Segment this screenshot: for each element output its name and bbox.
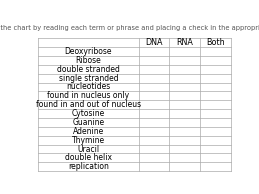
Text: double helix: double helix — [65, 153, 112, 162]
Text: Thymine: Thymine — [72, 136, 105, 145]
Text: replication: replication — [68, 162, 109, 171]
Text: found in and out of nucleus: found in and out of nucleus — [36, 100, 141, 109]
Text: DNA: DNA — [145, 38, 163, 47]
Text: Complete the chart by reading each term or phrase and placing a check in the app: Complete the chart by reading each term … — [0, 25, 259, 31]
Text: double stranded: double stranded — [57, 65, 120, 74]
Text: Deoxyribose: Deoxyribose — [65, 47, 112, 56]
Text: single stranded: single stranded — [59, 74, 118, 83]
Text: Guanine: Guanine — [73, 118, 105, 127]
Text: Uracil: Uracil — [77, 145, 99, 153]
Text: found in nucleus only: found in nucleus only — [47, 91, 130, 100]
Text: Adenine: Adenine — [73, 127, 104, 136]
Text: Cytosine: Cytosine — [72, 109, 105, 118]
Text: nucleotides: nucleotides — [66, 82, 111, 91]
Text: Ribose: Ribose — [76, 56, 101, 65]
Text: RNA: RNA — [176, 38, 193, 47]
Text: Both: Both — [206, 38, 225, 47]
